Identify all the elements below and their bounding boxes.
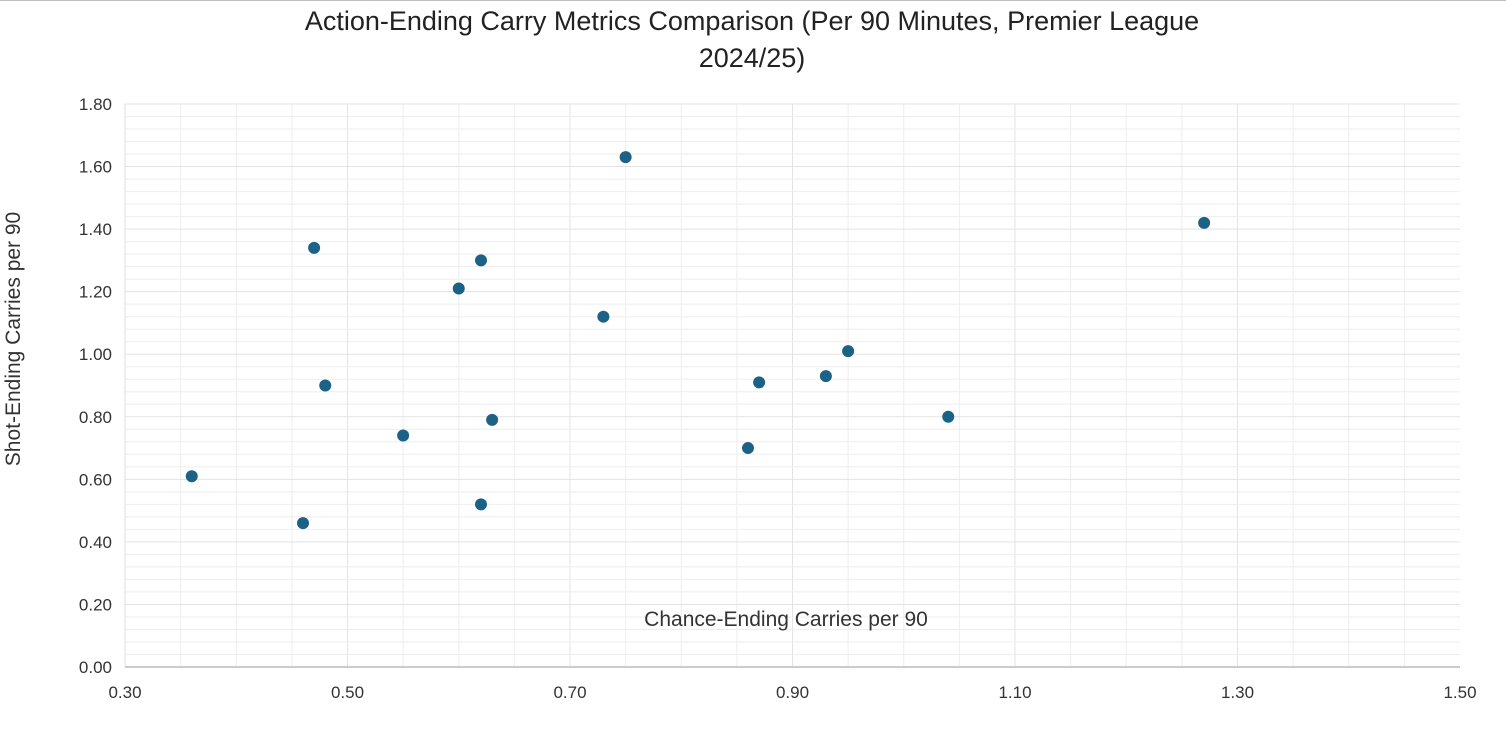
x-tick-label: 0.30 — [108, 683, 141, 702]
x-tick-label: 0.50 — [331, 683, 364, 702]
x-tick-label: 1.50 — [1443, 683, 1476, 702]
data-point[interactable] — [753, 376, 766, 389]
data-point[interactable] — [319, 379, 332, 392]
data-point[interactable] — [185, 470, 198, 483]
data-point[interactable] — [619, 151, 632, 164]
data-point[interactable] — [397, 429, 410, 442]
y-tick-label: 0.60 — [79, 470, 112, 489]
y-tick-label: 0.80 — [79, 408, 112, 427]
data-point[interactable] — [1198, 216, 1211, 229]
x-tick-label: 0.70 — [553, 683, 586, 702]
y-tick-label: 1.40 — [79, 220, 112, 239]
y-tick-label: 1.00 — [79, 345, 112, 364]
y-tick-label: 0.40 — [79, 533, 112, 552]
y-tick-label: 0.20 — [79, 595, 112, 614]
y-tick-label: 1.20 — [79, 283, 112, 302]
data-point[interactable] — [297, 517, 309, 530]
chart-title-line-1: Action-Ending Carry Metrics Comparison (… — [305, 6, 1199, 36]
axes — [124, 104, 1460, 668]
x-axis-title: Chance-Ending Carries per 90 — [644, 608, 928, 631]
data-point[interactable] — [819, 370, 832, 383]
x-tick-label: 1.30 — [1221, 683, 1254, 702]
data-point[interactable] — [597, 310, 610, 323]
y-axis-title: Shot-Ending Carries per 90 — [2, 212, 25, 466]
data-points — [185, 151, 1211, 530]
data-point[interactable] — [475, 498, 487, 511]
tick-labels: 0.30 0.50 0.70 0.90 1.10 1.30 1.50 0.00 0.20 0.40… — [79, 95, 1477, 702]
chart-title-line-2: 2024/25) — [699, 43, 806, 73]
data-point[interactable] — [486, 413, 499, 426]
data-point[interactable] — [742, 442, 754, 455]
data-point[interactable] — [452, 282, 465, 295]
grid — [125, 103, 1460, 667]
data-point[interactable] — [942, 410, 955, 423]
y-tick-label: 1.60 — [79, 158, 112, 177]
x-tick-label: 0.90 — [776, 683, 809, 702]
y-tick-label: 1.80 — [79, 95, 112, 114]
y-tick-label: 0.00 — [79, 658, 112, 677]
x-tick-label: 1.10 — [998, 683, 1031, 702]
data-point[interactable] — [842, 345, 855, 358]
data-point[interactable] — [308, 241, 321, 254]
data-point[interactable] — [475, 254, 487, 267]
